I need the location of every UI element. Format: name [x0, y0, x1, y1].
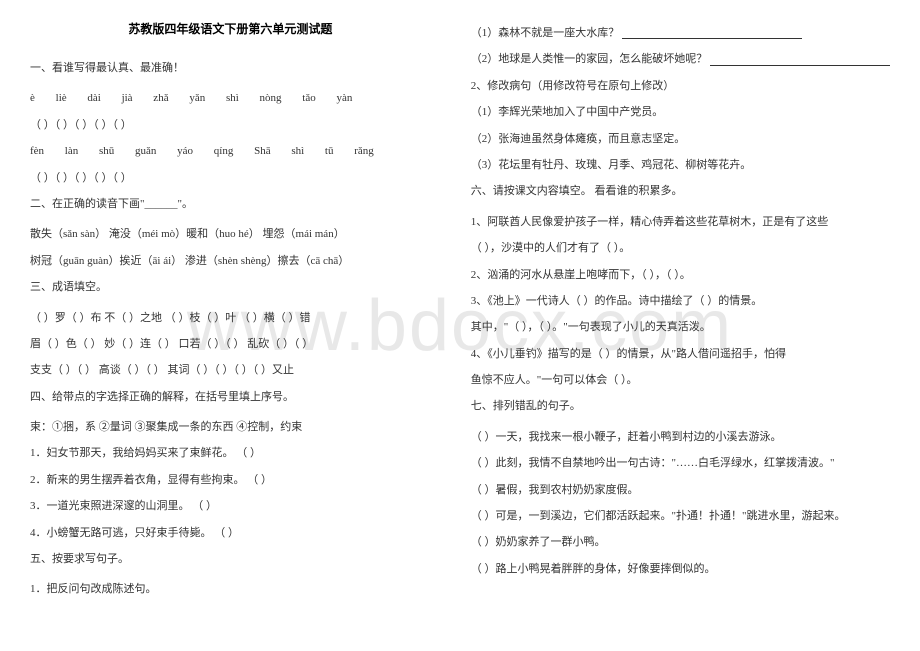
s3-line-3: 支支（ ）（ ） 高谈（ ）（ ） 其词（ ）（ ）（ ）（ ）又止 — [30, 357, 431, 383]
s4-q2: 2．新来的男生摆弄着衣角，显得有些拘束。 （ ） — [30, 467, 431, 493]
section-5-heading: 五、按要求写句子。 — [30, 546, 431, 572]
s3-line-2: 眉（ ）色（ ） 妙（ ）连（ ） 口若（ ）（ ） 乱砍（ ）（ ） — [30, 331, 431, 357]
fill-line — [710, 54, 890, 66]
s6-q4b: 鱼惊不应人。"一句可以体会（ ）。 — [471, 367, 890, 393]
r-line-3: 2、修改病句（用修改符号在原句上修改） — [471, 73, 890, 99]
s7-q2: （ ）此刻，我情不自禁地吟出一句古诗："……白毛浮绿水，红掌拨清波。" — [471, 450, 890, 476]
page-container: 苏教版四年级语文下册第六单元测试题 一、看谁写得最认真、最准确！ è liè d… — [0, 0, 920, 623]
s7-q5: （ ）奶奶家养了一群小鸭。 — [471, 529, 890, 555]
exam-title: 苏教版四年级语文下册第六单元测试题 — [30, 20, 431, 37]
s4-q1: 1．妇女节那天，我给妈妈买来了束鲜花。 （ ） — [30, 440, 431, 466]
s5-q1: 1．把反问句改成陈述句。 — [30, 576, 431, 602]
r-line-2: （2）地球是人类惟一的家园，怎么能破坏她呢？ — [471, 46, 890, 72]
s2-line-2: 树冠（guān guàn）挨近（āi ái） 渗进（shèn shèng）擦去（… — [30, 248, 431, 274]
r-line-1: （1）森林不就是一座大水库？ — [471, 20, 890, 46]
paren-row-1: （ ）（ ）（ ）（ ）（ ） — [30, 112, 431, 138]
s7-q1: （ ）一天，我找来一根小鞭子，赶着小鸭到村边的小溪去游泳。 — [471, 424, 890, 450]
r-line-6: （3）花坛里有牡丹、玫瑰、月季、鸡冠花、柳树等花卉。 — [471, 152, 890, 178]
s3-line-1: （ ）罗（ ）布 不（ ）之地 （ ）枝（ ）叶 （ ）横（ ）错 — [30, 305, 431, 331]
r2-text: （2）地球是人类惟一的家园，怎么能破坏她呢？ — [471, 53, 708, 65]
fill-line — [622, 27, 802, 39]
s6-q1a: 1、阿联酋人民像爱护孩子一样，精心侍弄着这些花草树木，正是有了这些 — [471, 209, 890, 235]
section-2-heading: 二、在正确的读音下画"______"。 — [30, 191, 431, 217]
s6-q4a: 4、《小儿垂钓》描写的是（ ）的情景，从"路人借问遥招手，怕得 — [471, 341, 890, 367]
left-column: 苏教版四年级语文下册第六单元测试题 一、看谁写得最认真、最准确！ è liè d… — [30, 20, 431, 603]
paren-row-2: （ ）（ ）（ ）（ ）（ ） — [30, 165, 431, 191]
r-line-5: （2）张海迪虽然身体瘫痪，而且意志坚定。 — [471, 126, 890, 152]
section-3-heading: 三、成语填空。 — [30, 274, 431, 300]
s7-q6: （ ）路上小鸭晃着胖胖的身体，好像要摔倒似的。 — [471, 556, 890, 582]
s7-q4: （ ）可是，一到溪边，它们都活跃起来。"扑通！扑通！"跳进水里，游起来。 — [471, 503, 890, 529]
section-1-heading: 一、看谁写得最认真、最准确！ — [30, 55, 431, 81]
s6-q2: 2、汹涌的河水从悬崖上咆哮而下，（ ），（ ）。 — [471, 262, 890, 288]
s6-q1b: （ ），沙漠中的人们才有了（ ）。 — [471, 235, 890, 261]
s6-q3a: 3、《池上》一代诗人（ ）的作品。诗中描绘了（ ）的情景。 — [471, 288, 890, 314]
r-line-4: （1）李辉光荣地加入了中国中产党员。 — [471, 99, 890, 125]
section-6-heading: 六、请按课文内容填空。 看看谁的积累多。 — [471, 178, 890, 204]
r1-text: （1）森林不就是一座大水库？ — [471, 27, 620, 39]
section-4-heading: 四、给带点的字选择正确的解释，在括号里填上序号。 — [30, 384, 431, 410]
section-7-heading: 七、排列错乱的句子。 — [471, 393, 890, 419]
s7-q3: （ ）暑假，我到农村奶奶家度假。 — [471, 477, 890, 503]
pinyin-row-2: fèn làn shū guǎn yáo qíng Shā shì tū rǎn… — [30, 138, 431, 164]
s4-options: 束：①捆，系 ②量词 ③聚集成一条的东西 ④控制，约束 — [30, 414, 431, 440]
s4-q3: 3．一道光束照进深邃的山洞里。 （ ） — [30, 493, 431, 519]
s4-q4: 4．小螃蟹无路可逃，只好束手待毙。 （ ） — [30, 520, 431, 546]
s6-q3b: 其中，"（ ），（ ）。"一句表现了小儿的天真活泼。 — [471, 314, 890, 340]
right-column: （1）森林不就是一座大水库？ （2）地球是人类惟一的家园，怎么能破坏她呢？ 2、… — [471, 20, 890, 603]
s2-line-1: 散失（sǎn sàn） 淹没（méi mò）暖和（huo hé） 埋怨（mái … — [30, 221, 431, 247]
pinyin-row-1: è liè dài jià zhǎ yǎn shì nòng tǎo yàn — [30, 85, 431, 111]
